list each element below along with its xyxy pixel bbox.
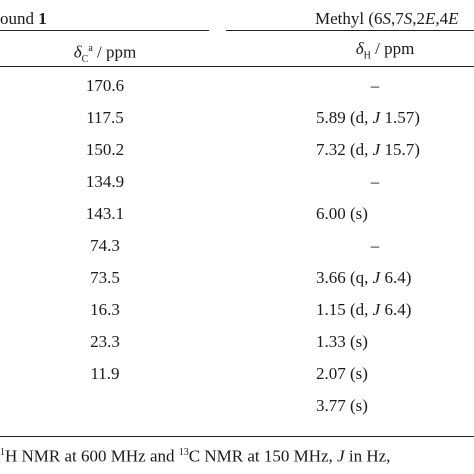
carbon-shift-cell: 73.5 (90, 268, 120, 287)
column-header-delta-c: δCa / ppm (40, 38, 170, 71)
proton-shift-text: 7.32 (d, (316, 140, 373, 159)
methyl-group-header: Methyl (6S,7S,2E,4E (315, 9, 459, 29)
stereo-descriptor: E (448, 9, 459, 28)
group-rule-right (226, 30, 474, 31)
stereo-descriptor: S (403, 9, 413, 28)
table-row: 23.3 1.33 (s) (0, 326, 474, 358)
unit-label: / ppm (370, 39, 415, 58)
table-bottom-rule (0, 436, 474, 437)
coupling-symbol: J (337, 446, 345, 466)
group-rule-left (0, 30, 209, 31)
coupling-value: 15.7) (380, 140, 420, 159)
table-row: 16.3 1.15 (d, J 6.4) (0, 294, 474, 326)
compound-group-label: ound (0, 9, 39, 28)
table-row: 74.3 – (0, 230, 474, 262)
footnote-text: C NMR at 150 MHz, (188, 446, 338, 466)
proton-shift-cell: 3.66 (q, J 6.4) (316, 262, 411, 294)
proton-shift-text: 5.89 (d, (316, 108, 373, 127)
coupling-symbol: J (372, 108, 381, 127)
coupling-value: 1.57) (380, 108, 420, 127)
carbon-shift-cell: 134.9 (85, 172, 125, 191)
compound-group-header: ound 1 (0, 9, 47, 29)
methyl-label-part: ,2 (412, 9, 426, 28)
proton-shift-cell: 6.00 (s) (316, 204, 368, 223)
delta-symbol: δ (73, 42, 82, 62)
delta-subscript: H (363, 50, 371, 62)
table-row: 11.9 2.07 (s) (0, 358, 474, 390)
stereo-descriptor: E (425, 9, 436, 28)
table-row: 143.1 6.00 (s) (0, 198, 474, 230)
table-row: 170.6 – (0, 70, 474, 102)
delta-subscript: C (81, 54, 89, 66)
coupling-symbol: J (372, 268, 381, 287)
proton-shift-cell: 1.33 (s) (316, 332, 368, 351)
compound-number: 1 (38, 9, 47, 28)
carbon-shift-cell: 117.5 (86, 108, 124, 127)
header-bottom-rule (0, 66, 474, 67)
carbon-shift-cell: 23.3 (90, 332, 120, 351)
proton-shift-cell: 3.77 (s) (316, 396, 368, 415)
proton-shift-text: 3.66 (q, (316, 268, 373, 287)
table-footnote: 1H NMR at 600 MHz and 13C NMR at 150 MHz… (0, 442, 390, 468)
coupling-value: 6.4) (380, 268, 412, 287)
isotope-superscript: 13 (178, 447, 189, 458)
stereo-descriptor: S (382, 9, 392, 28)
proton-shift-cell: 2.07 (s) (316, 364, 368, 383)
isotope-superscript: 1 (0, 447, 5, 458)
carbon-shift-cell: 150.2 (85, 140, 125, 159)
proton-shift-cell: – (370, 172, 380, 191)
carbon-shift-cell: 74.3 (90, 236, 120, 255)
coupling-value: 6.4) (380, 300, 412, 319)
table-row: 73.5 3.66 (q, J 6.4) (0, 262, 474, 294)
coupling-symbol: J (372, 140, 381, 159)
proton-shift-cell: – (370, 76, 380, 95)
methyl-label-part: ,7 (391, 9, 404, 28)
proton-shift-cell: 5.89 (d, J 1.57) (316, 102, 420, 134)
table-row: 150.2 7.32 (d, J 15.7) (0, 134, 474, 166)
carbon-shift-cell: 11.9 (90, 364, 120, 383)
footnote-marker: a (88, 43, 93, 54)
carbon-shift-cell: 143.1 (85, 204, 125, 223)
carbon-shift-cell: 16.3 (90, 300, 120, 319)
coupling-symbol: J (372, 300, 381, 319)
carbon-shift-cell: 170.6 (85, 76, 125, 95)
unit-label: / ppm (92, 42, 137, 62)
table-row: 3.77 (s) (0, 390, 474, 422)
column-header-delta-h: δH / ppm (315, 38, 455, 67)
methyl-label-prefix: Methyl (6 (315, 9, 383, 28)
proton-shift-text: 1.15 (d, (316, 300, 373, 319)
methyl-label-part: ,4 (435, 9, 449, 28)
footnote-text: in Hz, (344, 446, 391, 466)
proton-shift-cell: – (370, 236, 380, 255)
proton-shift-cell: 7.32 (d, J 15.7) (316, 134, 420, 166)
proton-shift-cell: 1.15 (d, J 6.4) (316, 294, 411, 326)
table-row: 134.9 – (0, 166, 474, 198)
table-row: 117.5 5.89 (d, J 1.57) (0, 102, 474, 134)
delta-symbol: δ (355, 39, 364, 58)
footnote-text: H NMR at 600 MHz and (5, 446, 179, 466)
